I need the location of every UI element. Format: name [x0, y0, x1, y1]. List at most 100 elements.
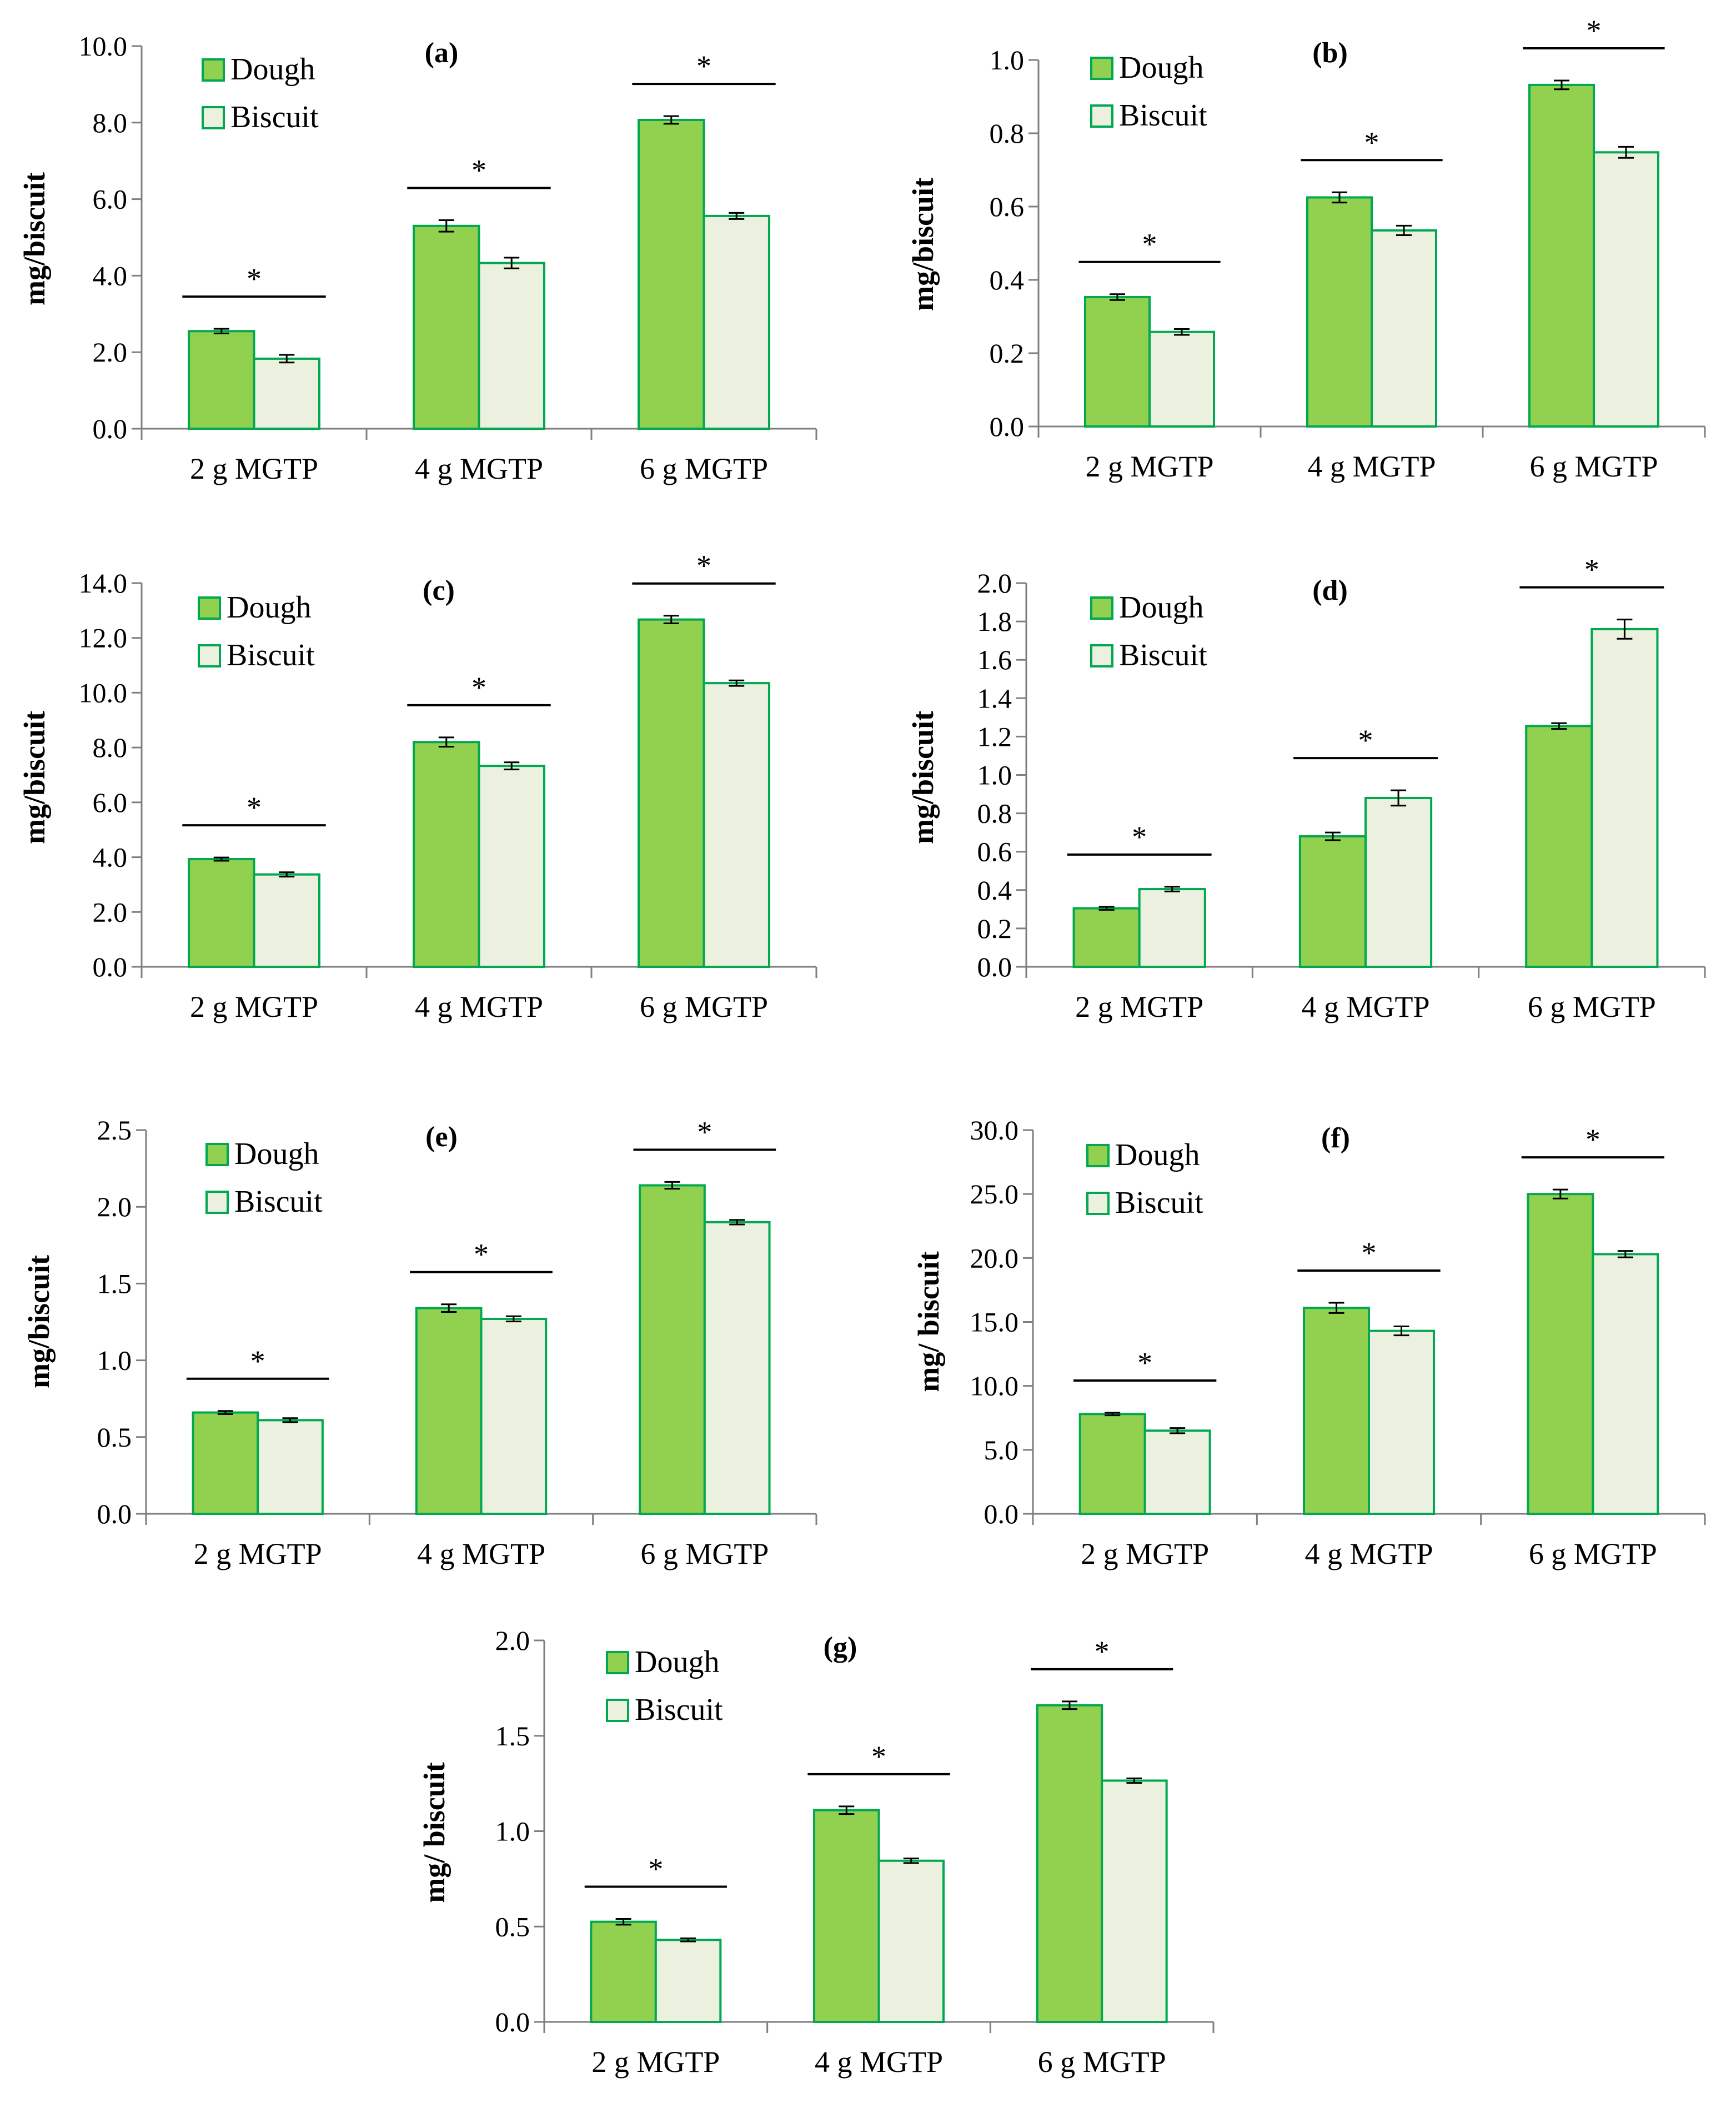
error-bar-dough — [213, 856, 229, 862]
panel-title: (g) — [824, 1632, 857, 1663]
y-tick-label: 8.0 — [93, 107, 128, 138]
bar-dough — [1306, 196, 1373, 428]
legend-swatch-dough — [202, 58, 225, 82]
significance-star: * — [247, 262, 262, 295]
bar-biscuit — [257, 1419, 324, 1515]
chart-panel-b: 0.0 0.2 0.4 0.6 0.8 1.0 * 2 g MGTP * 4 g MGTP * 6 g… — [906, 14, 1706, 483]
y-axis-label: mg/biscuit — [906, 178, 940, 311]
bar-biscuit — [703, 214, 770, 430]
bar-dough — [638, 118, 705, 430]
bar-biscuit — [1148, 330, 1215, 428]
error-bar-dough — [1324, 831, 1341, 841]
x-category-label: 6 g MGTP — [640, 452, 768, 485]
bar-dough — [813, 1809, 880, 2024]
error-bar-dough — [1098, 906, 1115, 911]
y-tick-label: 0.0 — [977, 951, 1012, 982]
y-tick-label: 6.0 — [93, 787, 128, 818]
panel-title: (c) — [423, 575, 455, 606]
y-tick-label: 15.0 — [970, 1307, 1019, 1338]
bar-biscuit — [1593, 151, 1659, 428]
y-tick-label: 0.4 — [977, 875, 1012, 906]
bar-dough — [1528, 83, 1595, 428]
legend-label-biscuit: Biscuit — [1115, 1186, 1203, 1220]
x-category-label: 6 g MGTP — [1528, 990, 1656, 1023]
bar-biscuit — [877, 1859, 945, 2023]
legend-swatch-dough — [198, 596, 221, 620]
y-tick-label: 0.0 — [990, 411, 1025, 442]
y-tick-label: 0.2 — [977, 913, 1012, 944]
chart-panel-f: 0.0 5.0 10.0 15.0 20.0 25.0 30.0 * 2 g MGTP * 4 g … — [912, 1115, 1706, 1570]
bar-dough — [1525, 725, 1593, 968]
legend-swatch-dough — [1090, 596, 1113, 620]
y-tick-label: 25.0 — [970, 1178, 1019, 1209]
y-tick-label: 12.0 — [79, 623, 128, 654]
error-bar-biscuit — [279, 354, 295, 364]
error-bar-dough — [663, 615, 679, 625]
x-category-label: 2 g MGTP — [194, 1537, 322, 1570]
y-tick-label: 4.0 — [93, 260, 128, 291]
bar-dough — [1078, 1413, 1146, 1515]
error-bar-biscuit — [680, 1938, 696, 1943]
y-axis-label: mg/biscuit — [18, 172, 51, 305]
x-category-label: 4 g MGTP — [415, 990, 543, 1023]
x-category-label: 2 g MGTP — [190, 452, 318, 485]
legend-swatch-dough — [606, 1651, 629, 1674]
error-bar-biscuit — [504, 257, 520, 269]
error-bar-dough — [664, 1181, 680, 1190]
bar-dough — [1084, 296, 1151, 428]
error-bar-biscuit — [1617, 1250, 1633, 1258]
y-tick-label: 0.0 — [495, 2006, 530, 2037]
bar-dough — [1527, 1193, 1594, 1515]
chart-panel-c: 0.0 2.0 4.0 6.0 8.0 10.0 12.0 14.0 * 2 g MGTP * 4 g… — [18, 549, 817, 1023]
bar-biscuit — [703, 682, 770, 968]
error-bar-biscuit — [1126, 1777, 1142, 1784]
y-tick-label: 1.6 — [977, 644, 1012, 675]
significance-star: * — [1587, 14, 1602, 47]
legend-label-dough: Dough — [1119, 590, 1203, 625]
significance-star: * — [1137, 1346, 1152, 1379]
chart-panel-d: 0.0 0.2 0.4 0.6 0.8 1.0 1.2 1.4 1.6 1.8 2.0 * 2 g MG… — [906, 553, 1706, 1023]
bar-dough — [413, 224, 480, 430]
legend-label-biscuit: Biscuit — [1119, 638, 1207, 672]
significance-star: * — [247, 791, 262, 824]
error-bar-biscuit — [1393, 1326, 1409, 1337]
bar-dough — [188, 330, 255, 430]
bar-dough — [1072, 907, 1141, 968]
significance-star: * — [1586, 1123, 1600, 1156]
y-tick-label: 2.0 — [97, 1191, 132, 1222]
y-tick-label: 8.0 — [93, 732, 128, 763]
panel-title: (d) — [1312, 575, 1348, 606]
legend-label-dough: Dough — [1119, 51, 1203, 85]
legend-swatch-biscuit — [202, 106, 225, 129]
y-axis-label: mg/ biscuit — [418, 1762, 451, 1903]
legend-label-dough: Dough — [234, 1137, 319, 1171]
bar-dough — [1298, 835, 1367, 968]
bar-biscuit — [478, 765, 545, 968]
legend: Dough Biscuit — [205, 1137, 323, 1219]
panel-title: (f) — [1321, 1122, 1350, 1154]
y-tick-label: 1.2 — [977, 721, 1012, 752]
significance-star: * — [1142, 228, 1157, 261]
panel-title: (b) — [1312, 37, 1348, 69]
x-category-label: 6 g MGTP — [1529, 450, 1658, 483]
x-category-label: 6 g MGTP — [640, 990, 768, 1023]
y-tick-label: 1.4 — [977, 682, 1012, 714]
error-bar-biscuit — [1170, 1427, 1186, 1434]
x-category-label: 2 g MGTP — [1075, 990, 1203, 1023]
chart-panel-e: 0.0 0.5 1.0 1.5 2.0 2.5 * 2 g MGTP * 4 g MGTP * 6 g… — [22, 1115, 817, 1570]
bar-dough — [413, 741, 480, 968]
x-category-label: 2 g MGTP — [1085, 450, 1213, 483]
x-category-label: 6 g MGTP — [1529, 1537, 1657, 1570]
y-tick-label: 1.0 — [977, 760, 1012, 791]
bar-biscuit — [253, 357, 320, 430]
y-tick-label: 0.0 — [984, 1498, 1019, 1529]
legend-label-dough: Dough — [230, 52, 315, 87]
legend-swatch-biscuit — [205, 1191, 229, 1214]
error-bar-biscuit — [1391, 789, 1407, 807]
error-bar-dough — [213, 328, 229, 334]
significance-star: * — [1358, 724, 1373, 757]
y-tick-label: 1.5 — [495, 1720, 530, 1751]
significance-star: * — [1362, 1236, 1377, 1269]
x-category-label: 2 g MGTP — [1081, 1537, 1209, 1570]
error-bar-biscuit — [1618, 145, 1634, 159]
